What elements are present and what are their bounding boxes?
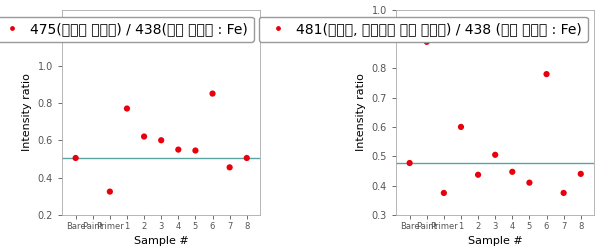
Point — [405, 161, 415, 165]
Legend: 475(페인트 방출선) / 438(모재 방출선 : Fe): 475(페인트 방출선) / 438(모재 방출선 : Fe) — [0, 16, 254, 42]
Point — [508, 170, 517, 174]
Point — [456, 125, 466, 129]
Point — [173, 148, 183, 152]
Legend: 481(페인트, 프라이머 공통 방출선) / 438 (모재 방출선 : Fe): 481(페인트, 프라이머 공통 방출선) / 438 (모재 방출선 : Fe… — [259, 16, 587, 42]
X-axis label: Sample #: Sample # — [134, 236, 188, 246]
Point — [490, 153, 500, 157]
Point — [71, 156, 80, 160]
Y-axis label: Intensity ratio: Intensity ratio — [22, 73, 32, 151]
Point — [576, 172, 586, 176]
Point — [439, 191, 449, 195]
Point — [559, 191, 568, 195]
Point — [422, 40, 431, 44]
Point — [191, 148, 200, 152]
Point — [225, 165, 235, 169]
Point — [139, 135, 149, 139]
Point — [208, 91, 217, 96]
Point — [542, 72, 551, 76]
Point — [242, 156, 251, 160]
Point — [473, 173, 483, 177]
Point — [88, 28, 98, 32]
Point — [105, 190, 115, 194]
Point — [157, 138, 166, 142]
Y-axis label: Intensity ratio: Intensity ratio — [356, 73, 366, 151]
X-axis label: Sample #: Sample # — [468, 236, 523, 246]
Point — [122, 107, 132, 111]
Point — [524, 181, 534, 185]
